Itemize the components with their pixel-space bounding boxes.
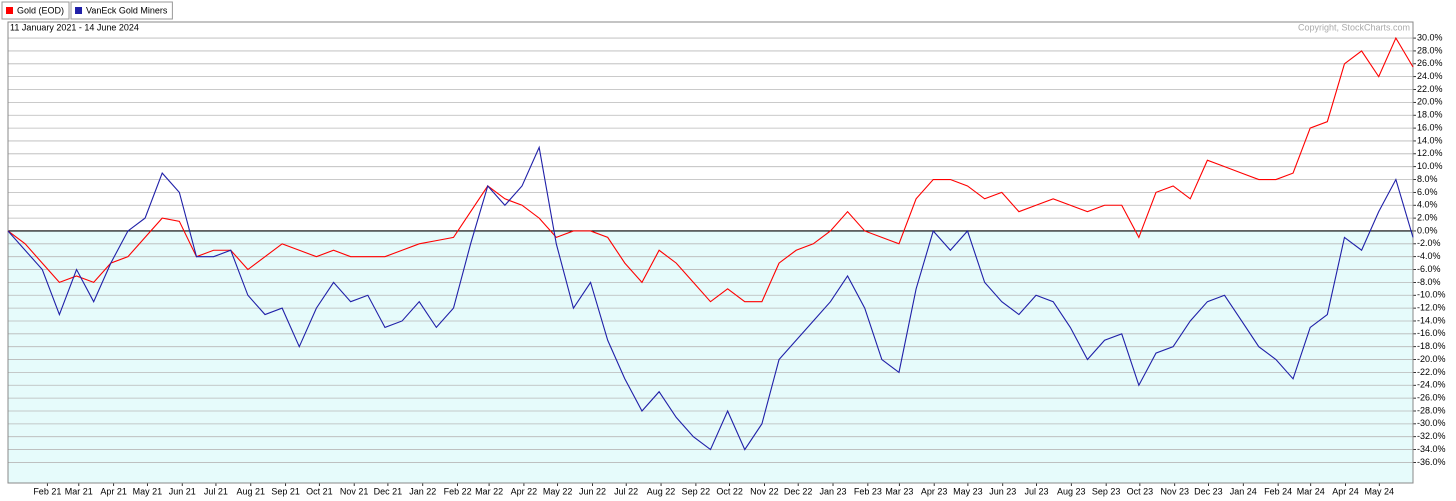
y-tick-label: -12.0% [1417, 302, 1446, 312]
x-tick-label: Feb 24 [1264, 486, 1292, 496]
x-tick-label: Apr 24 [1332, 486, 1359, 496]
x-tick-label: Mar 23 [885, 486, 913, 496]
y-tick-label: 0.0% [1417, 225, 1438, 235]
x-tick-label: Nov 23 [1160, 486, 1189, 496]
date-range: 11 January 2021 - 14 June 2024 [10, 22, 139, 32]
x-tick-label: May 24 [1365, 486, 1395, 496]
legend-box [1, 1, 70, 20]
x-tick-label: Feb 22 [444, 486, 472, 496]
x-tick-label: Dec 21 [374, 486, 403, 496]
x-tick-label: Apr 23 [921, 486, 948, 496]
series-line [7, 145, 1414, 451]
x-tick-label: Apr 22 [511, 486, 538, 496]
x-tick-label: May 23 [953, 486, 983, 496]
legend-label: VanEck Gold Miners [86, 5, 168, 15]
x-tick-label: Aug 22 [647, 486, 676, 496]
series-line [7, 36, 1414, 303]
y-tick-label: -16.0% [1417, 328, 1446, 338]
y-tick-label: 10.0% [1417, 161, 1443, 171]
x-tick-label: Feb 21 [33, 486, 61, 496]
y-tick-label: -8.0% [1417, 277, 1441, 287]
x-tick-label: Mar 21 [65, 486, 93, 496]
x-tick-label: May 22 [543, 486, 573, 496]
y-tick-label: 6.0% [1417, 187, 1438, 197]
copyright: Copyright, StockCharts.com [1298, 22, 1410, 32]
x-tick-label: Sep 23 [1092, 486, 1121, 496]
y-tick-label: -10.0% [1417, 290, 1446, 300]
y-tick-label: 30.0% [1417, 32, 1443, 42]
x-tick-label: Dec 23 [1194, 486, 1223, 496]
y-tick-label: -32.0% [1417, 431, 1446, 441]
legend-box [70, 1, 173, 20]
y-tick-label: 12.0% [1417, 148, 1443, 158]
y-tick-label: -6.0% [1417, 264, 1441, 274]
y-tick-label: 26.0% [1417, 58, 1443, 68]
legend-swatch [75, 7, 83, 14]
y-tick-label: 16.0% [1417, 122, 1443, 132]
y-tick-label: 2.0% [1417, 212, 1438, 222]
x-tick-label: Jul 22 [614, 486, 638, 496]
y-tick-label: -28.0% [1417, 405, 1446, 415]
y-tick-label: -18.0% [1417, 341, 1446, 351]
y-tick-label: -14.0% [1417, 315, 1446, 325]
y-tick-label: 14.0% [1417, 135, 1443, 145]
y-tick-label: 8.0% [1417, 174, 1438, 184]
y-tick-label: -30.0% [1417, 418, 1446, 428]
y-tick-label: -26.0% [1417, 393, 1446, 403]
x-tick-label: Jan 23 [820, 486, 847, 496]
legend-item: VanEck Gold Miners [70, 1, 173, 20]
x-tick-label: Apr 21 [100, 486, 127, 496]
x-tick-label: Jul 23 [1024, 486, 1048, 496]
y-tick-label: -2.0% [1417, 238, 1441, 248]
x-tick-label: Mar 22 [475, 486, 503, 496]
x-tick-label: Jun 21 [169, 486, 196, 496]
x-tick-label: Aug 21 [237, 486, 266, 496]
legend-item: Gold (EOD) [1, 1, 70, 20]
x-tick-label: Jan 24 [1230, 486, 1257, 496]
x-tick-label: Mar 24 [1297, 486, 1325, 496]
y-tick-label: -20.0% [1417, 354, 1446, 364]
x-tick-label: Jun 22 [579, 486, 606, 496]
x-tick-label: Oct 21 [306, 486, 333, 496]
y-tick-label: 4.0% [1417, 200, 1438, 210]
y-tick-label: 18.0% [1417, 110, 1443, 120]
x-tick-label: Oct 23 [1127, 486, 1154, 496]
x-tick-label: Jul 21 [204, 486, 228, 496]
x-tick-label: Aug 23 [1057, 486, 1086, 496]
y-tick-label: -36.0% [1417, 457, 1446, 467]
x-tick-label: Jun 23 [989, 486, 1016, 496]
y-tick-label: -22.0% [1417, 367, 1446, 377]
legend-swatch [6, 7, 13, 14]
x-tick-label: Oct 22 [716, 486, 743, 496]
x-tick-label: May 21 [133, 486, 163, 496]
x-tick-label: Jan 22 [409, 486, 436, 496]
plot-frame [7, 21, 1414, 484]
y-tick-label: 24.0% [1417, 71, 1443, 81]
x-tick-label: Sep 22 [682, 486, 711, 496]
x-tick-label: Sep 21 [271, 486, 300, 496]
y-tick-label: 20.0% [1417, 97, 1443, 107]
x-tick-label: Nov 22 [750, 486, 779, 496]
y-tick-label: 22.0% [1417, 84, 1443, 94]
y-tick-label: -24.0% [1417, 380, 1446, 390]
negative-region [8, 230, 1413, 483]
x-tick-label: Feb 23 [854, 486, 882, 496]
y-tick-label: 28.0% [1417, 45, 1443, 55]
legend-label: Gold (EOD) [17, 5, 64, 15]
y-tick-label: -4.0% [1417, 251, 1441, 261]
x-tick-label: Nov 21 [340, 486, 369, 496]
x-tick-label: Dec 22 [784, 486, 813, 496]
y-tick-label: -34.0% [1417, 444, 1446, 454]
